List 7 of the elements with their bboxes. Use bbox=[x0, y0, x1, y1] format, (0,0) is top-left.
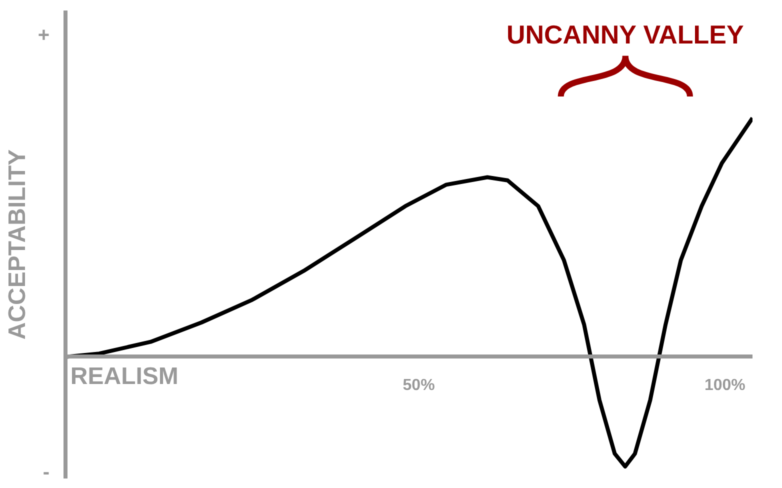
text: - bbox=[42, 461, 50, 484]
y-axis-title: ACCEPTABILITY bbox=[4, 149, 31, 340]
x-tick-label: 50% bbox=[402, 376, 435, 394]
text: UNCANNY VALLEY bbox=[506, 19, 744, 50]
x-tick-label: 100% bbox=[704, 376, 746, 394]
text: + bbox=[38, 24, 50, 46]
x-axis-title: REALISM bbox=[70, 362, 178, 390]
